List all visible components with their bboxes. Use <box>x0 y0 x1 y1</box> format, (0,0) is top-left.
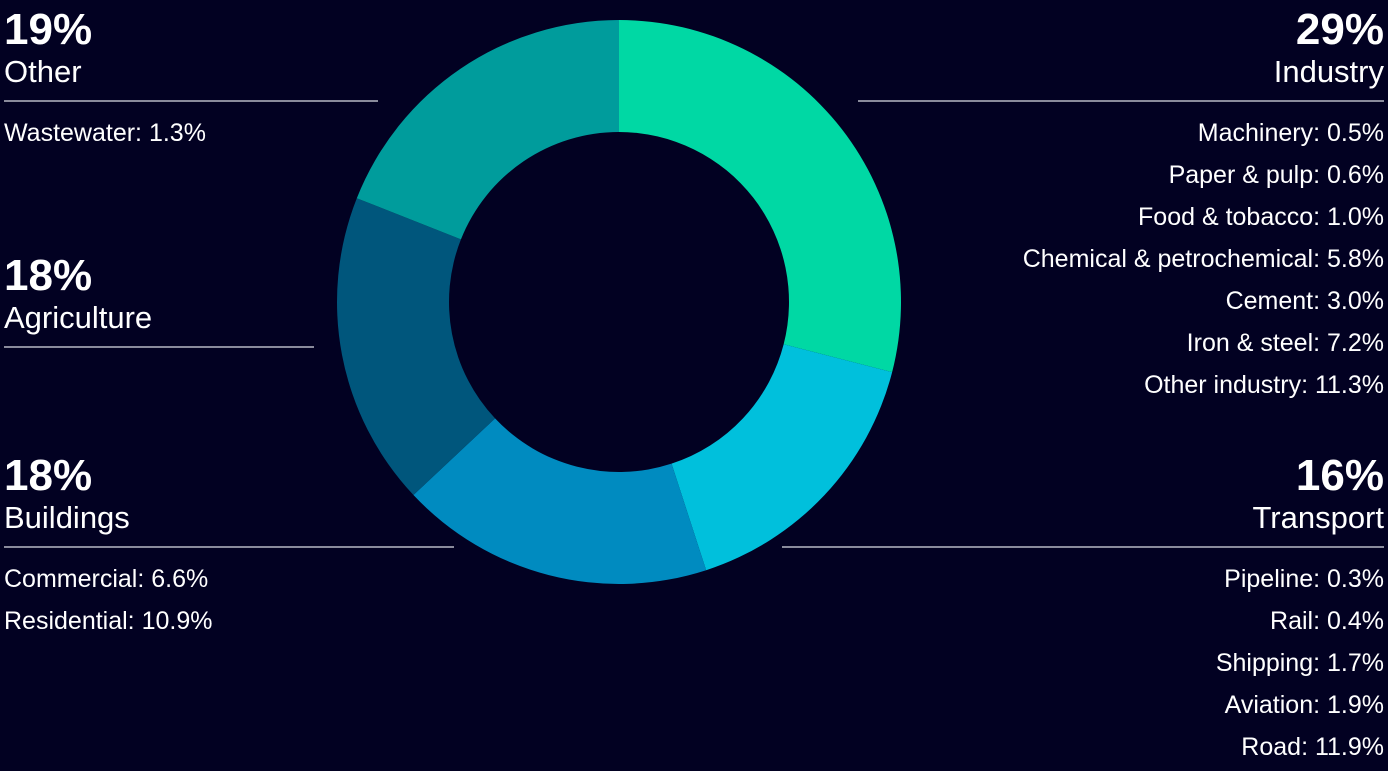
breakdown-item: Shipping: 1.7% <box>1215 649 1384 677</box>
label-block-other: 19% Other Wastewater: 1.3% <box>4 8 378 154</box>
donut-segment-buildings <box>413 418 707 584</box>
label-block-buildings: 18% Buildings Commercial: 6.6% Residenti… <box>4 454 454 642</box>
breakdown-item: Other industry: 11.3% <box>1144 371 1384 399</box>
breakdown-item: Cement: 3.0% <box>1225 287 1384 315</box>
label-block-agriculture: 18% Agriculture <box>4 254 314 348</box>
breakdown-item: Iron & steel: 7.2% <box>1186 329 1384 357</box>
label-block-transport: 16% Transport Pipeline: 0.3% Rail: 0.4% … <box>782 454 1384 768</box>
breakdown-item: Aviation: 1.9% <box>1224 691 1384 719</box>
breakdown-list: Pipeline: 0.3% Rail: 0.4% Shipping: 1.7%… <box>782 558 1384 768</box>
breakdown-list: Machinery: 0.5% Paper & pulp: 0.6% Food … <box>858 112 1384 406</box>
breakdown-item: Machinery: 0.5% <box>1197 119 1384 147</box>
donut-segment-industry <box>619 20 901 373</box>
breakdown-item: Chemical & petrochemical: 5.8% <box>1022 245 1384 273</box>
breakdown-item: Road: 11.9% <box>1241 733 1384 761</box>
divider-line <box>782 546 1384 548</box>
breakdown-item: Commercial: 6.6% <box>4 565 209 593</box>
breakdown-item: Wastewater: 1.3% <box>4 119 206 147</box>
breakdown-item: Pipeline: 0.3% <box>1224 565 1384 593</box>
divider-line <box>4 346 314 348</box>
divider-line <box>4 100 378 102</box>
divider-line <box>4 546 454 548</box>
donut-segment-transport <box>671 344 893 571</box>
breakdown-item: Food & tobacco: 1.0% <box>1138 203 1384 231</box>
segment-value-label: 19% <box>4 5 93 54</box>
segment-value-label: 29% <box>1295 5 1384 54</box>
breakdown-item: Residential: 10.9% <box>4 607 213 635</box>
segment-name: Other <box>4 54 82 89</box>
donut-segment-agriculture <box>337 198 496 496</box>
donut-segment-other <box>356 20 619 240</box>
breakdown-item: Rail: 0.4% <box>1270 607 1384 635</box>
divider-line <box>858 100 1384 102</box>
segment-name: Transport <box>1252 500 1384 535</box>
label-block-industry: 29% Industry Machinery: 0.5% Paper & pul… <box>858 8 1384 406</box>
segment-name: Industry <box>1273 54 1384 89</box>
segment-name: Buildings <box>4 500 130 535</box>
breakdown-item: Paper & pulp: 0.6% <box>1168 161 1384 189</box>
segment-value-label: 18% <box>4 451 93 500</box>
segment-value-label: 16% <box>1295 451 1384 500</box>
segment-name: Agriculture <box>4 300 153 335</box>
breakdown-list: Commercial: 6.6% Residential: 10.9% <box>4 558 454 642</box>
breakdown-list: Wastewater: 1.3% <box>4 112 378 154</box>
segment-value-label: 18% <box>4 251 93 300</box>
